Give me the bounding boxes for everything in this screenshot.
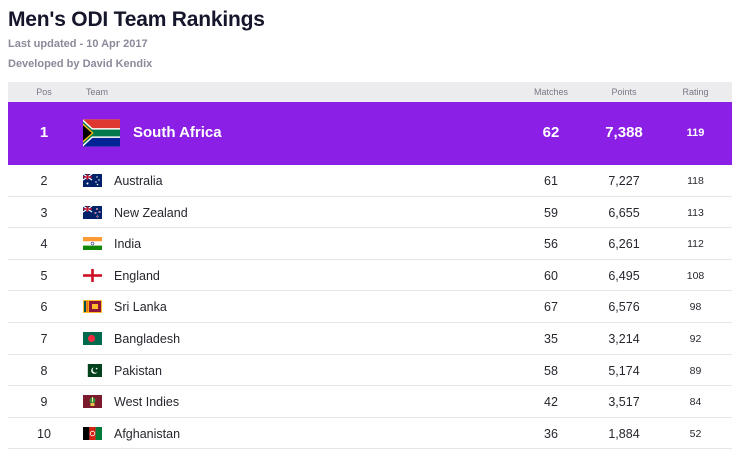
row-rating: 84 xyxy=(689,396,702,409)
row-matches: 59 xyxy=(544,205,558,220)
india-flag-icon xyxy=(83,237,102,251)
row-points: 6,495 xyxy=(608,268,640,283)
table-row[interactable]: 5 England 60 6,495 108 xyxy=(8,260,732,292)
row-matches: 60 xyxy=(544,268,558,283)
row-team-name[interactable]: South Africa xyxy=(133,124,222,141)
south-africa-flag-icon xyxy=(83,119,120,147)
row-points: 7,227 xyxy=(608,174,640,188)
row-team-name[interactable]: Pakistan xyxy=(114,363,162,378)
row-points: 3,214 xyxy=(608,331,640,346)
row-points: 7,388 xyxy=(605,124,643,141)
bangladesh-flag-icon xyxy=(83,331,102,345)
row-rating: 119 xyxy=(686,127,705,139)
header-pos[interactable]: Pos xyxy=(36,87,52,97)
row-pos: 9 xyxy=(40,395,48,410)
row-team-name[interactable]: England xyxy=(114,268,160,283)
row-rating: 92 xyxy=(689,332,702,345)
header-matches[interactable]: Matches xyxy=(533,87,568,97)
row-pos: 3 xyxy=(40,205,48,220)
row-matches: 36 xyxy=(544,426,558,441)
table-header: Pos Team Matches Points Rating xyxy=(8,82,732,102)
table-row[interactable]: 9 West Indies 42 3,517 84 xyxy=(8,386,732,418)
row-points: 6,576 xyxy=(608,300,640,315)
australia-flag-icon xyxy=(83,174,102,187)
row-team-name[interactable]: Sri Lanka xyxy=(114,300,167,315)
row-team-name[interactable]: India xyxy=(114,237,142,252)
row-points: 3,517 xyxy=(608,395,640,410)
table-row[interactable]: 2 Australia 61 7,227 118 xyxy=(8,165,732,197)
row-team-name[interactable]: New Zealand xyxy=(114,205,188,220)
row-pos: 2 xyxy=(40,174,48,188)
row-pos: 5 xyxy=(40,268,48,283)
row-rating: 98 xyxy=(689,301,702,314)
developer-credit: Developed by David Kendix xyxy=(8,58,153,70)
row-team-name[interactable]: Afghanistan xyxy=(114,426,181,441)
header-points[interactable]: Points xyxy=(611,87,637,97)
row-matches: 42 xyxy=(544,395,558,410)
table-row[interactable]: 4 India 56 6,261 112 xyxy=(8,228,732,260)
table-row[interactable]: 8 Pakistan 58 5,174 89 xyxy=(8,355,732,387)
pakistan-flag-icon xyxy=(83,363,102,377)
row-rating: 108 xyxy=(686,269,705,282)
table-row[interactable]: 7 Bangladesh 35 3,214 92 xyxy=(8,323,732,355)
new-zealand-flag-icon xyxy=(83,205,102,219)
table-row[interactable]: 10 Afghanistan 36 1,884 52 xyxy=(8,418,732,450)
table-row[interactable]: 3 New Zealand 59 6,655 113 xyxy=(8,197,732,229)
table-row-leader[interactable]: 1 South Africa 62 7,388 119 xyxy=(8,102,732,165)
england-flag-icon xyxy=(83,268,102,282)
row-rating: 112 xyxy=(687,238,704,251)
row-team-name[interactable]: Bangladesh xyxy=(114,331,181,346)
row-pos: 6 xyxy=(40,300,48,315)
header-rating[interactable]: Rating xyxy=(682,87,709,97)
row-matches: 61 xyxy=(544,174,558,188)
row-points: 6,261 xyxy=(608,237,640,252)
row-pos: 4 xyxy=(40,237,48,252)
row-matches: 58 xyxy=(544,363,558,378)
west-indies-flag-icon xyxy=(83,395,102,409)
last-updated-text: Last updated - 10 Apr 2017 xyxy=(8,38,148,50)
row-matches: 35 xyxy=(544,331,558,346)
sri-lanka-flag-icon xyxy=(83,300,102,314)
afghanistan-flag-icon xyxy=(83,426,102,440)
row-team-name[interactable]: West Indies xyxy=(114,395,180,410)
row-rating: 89 xyxy=(689,364,702,377)
row-pos: 1 xyxy=(39,124,49,141)
row-pos: 7 xyxy=(40,331,48,346)
rankings-table: Pos Team Matches Points Rating 1 South A… xyxy=(8,82,732,450)
row-rating: 113 xyxy=(687,206,704,219)
row-points: 6,655 xyxy=(608,205,640,220)
row-matches: 56 xyxy=(544,237,558,252)
header-team[interactable]: Team xyxy=(86,87,109,97)
row-rating: 118 xyxy=(687,175,704,187)
page-title: Men's ODI Team Rankings xyxy=(8,8,265,31)
row-team-name[interactable]: Australia xyxy=(114,174,163,188)
row-pos: 10 xyxy=(37,426,51,441)
row-matches: 62 xyxy=(542,124,560,141)
table-row[interactable]: 6 Sri Lanka 67 6,576 98 xyxy=(8,291,732,323)
row-pos: 8 xyxy=(40,363,48,378)
row-points: 5,174 xyxy=(608,363,640,378)
row-rating: 52 xyxy=(689,427,702,440)
row-matches: 67 xyxy=(544,300,558,315)
row-points: 1,884 xyxy=(608,426,640,441)
